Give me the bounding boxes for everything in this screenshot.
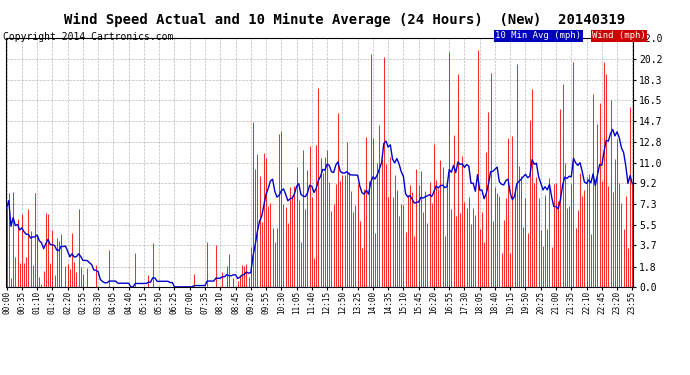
Text: 10 Min Avg (mph): 10 Min Avg (mph) — [495, 32, 582, 40]
Text: Copyright 2014 Cartronics.com: Copyright 2014 Cartronics.com — [3, 32, 174, 42]
Text: Wind Speed Actual and 10 Minute Average (24 Hours)  (New)  20140319: Wind Speed Actual and 10 Minute Average … — [64, 13, 626, 27]
Text: Wind (mph): Wind (mph) — [592, 32, 646, 40]
